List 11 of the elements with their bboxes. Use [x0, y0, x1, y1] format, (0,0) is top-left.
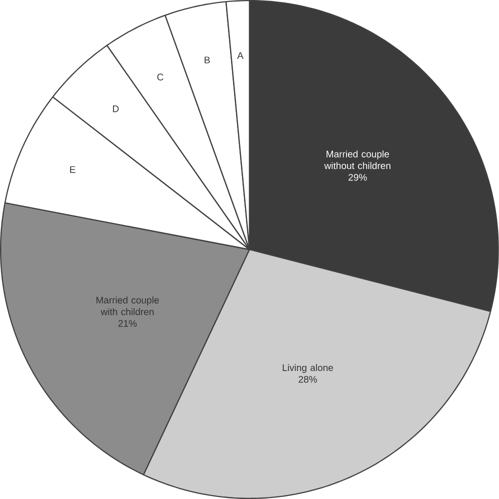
slice-label: Living alone: [282, 364, 334, 373]
data-label: 29%: [348, 174, 367, 181]
slice-label: C: [157, 74, 164, 80]
slice-label: E: [70, 166, 76, 173]
slice-label: Married couple with children: [96, 296, 159, 316]
slice-label: D: [113, 106, 119, 112]
slice-label: B: [204, 56, 210, 64]
data-label: 28%: [298, 376, 317, 383]
data-label: 21%: [118, 320, 137, 327]
slice-label: Married couple without children: [324, 150, 390, 170]
slice-label: A: [237, 52, 244, 59]
